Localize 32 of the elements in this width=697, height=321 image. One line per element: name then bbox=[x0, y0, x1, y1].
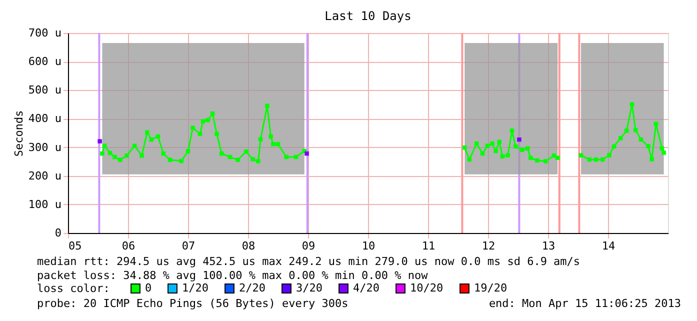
text: packet loss: 34.88 % avg 100.00 % max 0.00 % min 0.00 % now bbox=[37, 269, 428, 282]
x-tick-label: 10 bbox=[362, 240, 376, 252]
legend-label: 2/20 bbox=[239, 282, 266, 295]
y-tick-label: 200 u bbox=[28, 169, 62, 182]
x-tick-label: 14 bbox=[602, 240, 616, 252]
y-tick-label: 100 u bbox=[28, 198, 62, 211]
legend-title: loss color: bbox=[37, 282, 110, 295]
x-tick-label: 12 bbox=[482, 240, 496, 252]
legend-label: 0 bbox=[145, 282, 152, 295]
text: end: Mon Apr 15 11:06:25 2013 bbox=[488, 297, 681, 310]
text: median rtt: 294.5 us avg 452.5 us max 249.2 us min 279.0 us now 0.0 ms sd 6.9 am/s bbox=[37, 255, 580, 268]
y-tick-label: 500 u bbox=[28, 84, 62, 97]
x-tick-label: 08 bbox=[242, 240, 256, 252]
x-tick-label: 07 bbox=[182, 240, 196, 252]
y-tick-label: 400 u bbox=[28, 112, 62, 126]
chart-title: Last 10 Days bbox=[324, 9, 412, 23]
y-tick-label: 0 bbox=[54, 226, 62, 240]
legend-label: 10/20 bbox=[410, 282, 444, 295]
legend-label: 3/20 bbox=[296, 282, 322, 295]
x-tick-label: 11 bbox=[422, 240, 436, 252]
x-tick-label: 13 bbox=[542, 240, 556, 252]
y-tick-label: 300 u bbox=[28, 140, 62, 154]
x-tick-label: 09 bbox=[302, 240, 316, 252]
legend-label: 19/20 bbox=[474, 282, 508, 295]
y-axis-title: Seconds bbox=[12, 110, 26, 157]
x-tick-label: 06 bbox=[122, 240, 136, 252]
y-tick-label: 700 u bbox=[28, 26, 62, 40]
legend-label: 1/20 bbox=[182, 282, 208, 295]
legend-label: 4/20 bbox=[353, 282, 380, 295]
text: probe: 20 ICMP Echo Pings (56 Bytes) every 300s bbox=[37, 297, 348, 310]
x-tick-label: 05 bbox=[68, 240, 82, 252]
y-tick-label: 600 u bbox=[28, 55, 62, 68]
